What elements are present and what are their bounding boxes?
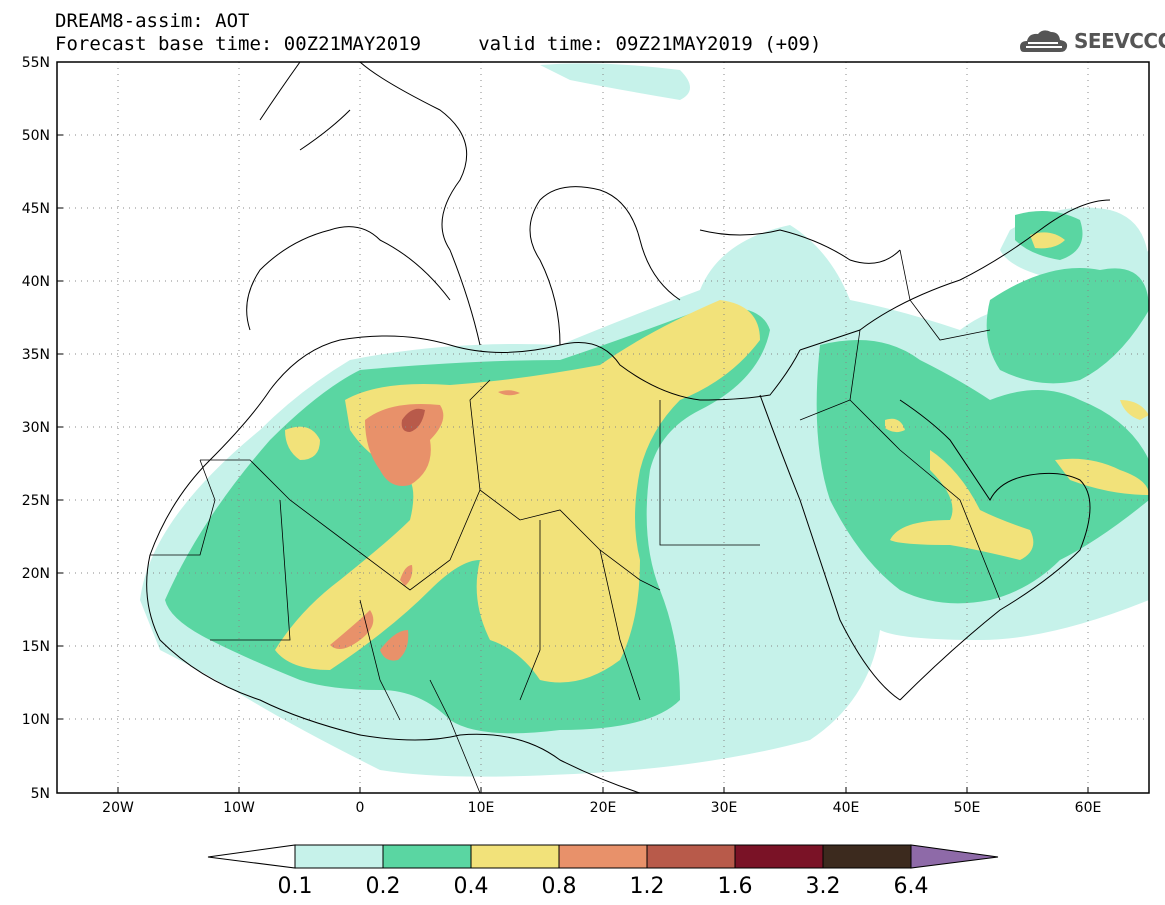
coastlines (146, 62, 1111, 793)
lat-label: 25N (22, 493, 50, 509)
aot-contours (140, 63, 1149, 777)
lat-label: 30N (22, 420, 50, 436)
colorbar-label: 0.8 (542, 874, 577, 899)
colorbar-label: 1.6 (718, 874, 753, 899)
lon-label: 30E (711, 800, 738, 816)
colorbar-segment (382, 844, 472, 869)
cloud-icon (1020, 30, 1068, 52)
lat-label: 50N (22, 128, 50, 144)
colorbar-label: 0.1 (278, 874, 313, 899)
lat-label: 35N (22, 347, 50, 363)
tick-marks (57, 61, 1089, 793)
lon-label: 10E (468, 800, 495, 816)
colorbar-segment (734, 844, 824, 869)
lon-label: 50E (954, 800, 981, 816)
map-title: DREAM8-assim: AOT (55, 10, 250, 32)
lat-label: 20N (22, 566, 50, 582)
lon-label: 10W (223, 800, 255, 816)
country-borders (150, 249, 1001, 793)
colorbar-label: 0.4 (454, 874, 489, 899)
colorbar-segment (558, 844, 648, 869)
forecast-time-line: Forecast base time: 00Z21MAY2019 valid t… (55, 33, 822, 55)
colorbar-label: 3.2 (806, 874, 841, 899)
colorbar-label: 0.2 (366, 874, 401, 899)
lat-label: 55N (22, 55, 50, 71)
colorbar-label: 1.2 (630, 874, 665, 899)
colorbar-label: 6.4 (894, 874, 929, 899)
colorbar-under-arrow (207, 844, 296, 869)
lon-label: 60E (1075, 800, 1102, 816)
lon-label: 20E (590, 800, 617, 816)
logo-text: SEEVCCC (1074, 29, 1165, 53)
colorbar-over-arrow (910, 844, 999, 869)
colorbar-segment (294, 844, 384, 869)
colorbar-segment (822, 844, 912, 869)
colorbar-segment (470, 844, 560, 869)
lat-label: 45N (22, 201, 50, 217)
lon-label: 20W (102, 800, 134, 816)
lat-label: 10N (22, 712, 50, 728)
lat-label: 5N (31, 786, 50, 802)
lon-label: 0 (356, 800, 365, 816)
gridlines (57, 62, 1149, 793)
lat-label: 15N (22, 639, 50, 655)
lon-label: 40E (833, 800, 860, 816)
colorbar (207, 844, 999, 869)
colorbar-segment (646, 844, 736, 869)
lat-label: 40N (22, 274, 50, 290)
